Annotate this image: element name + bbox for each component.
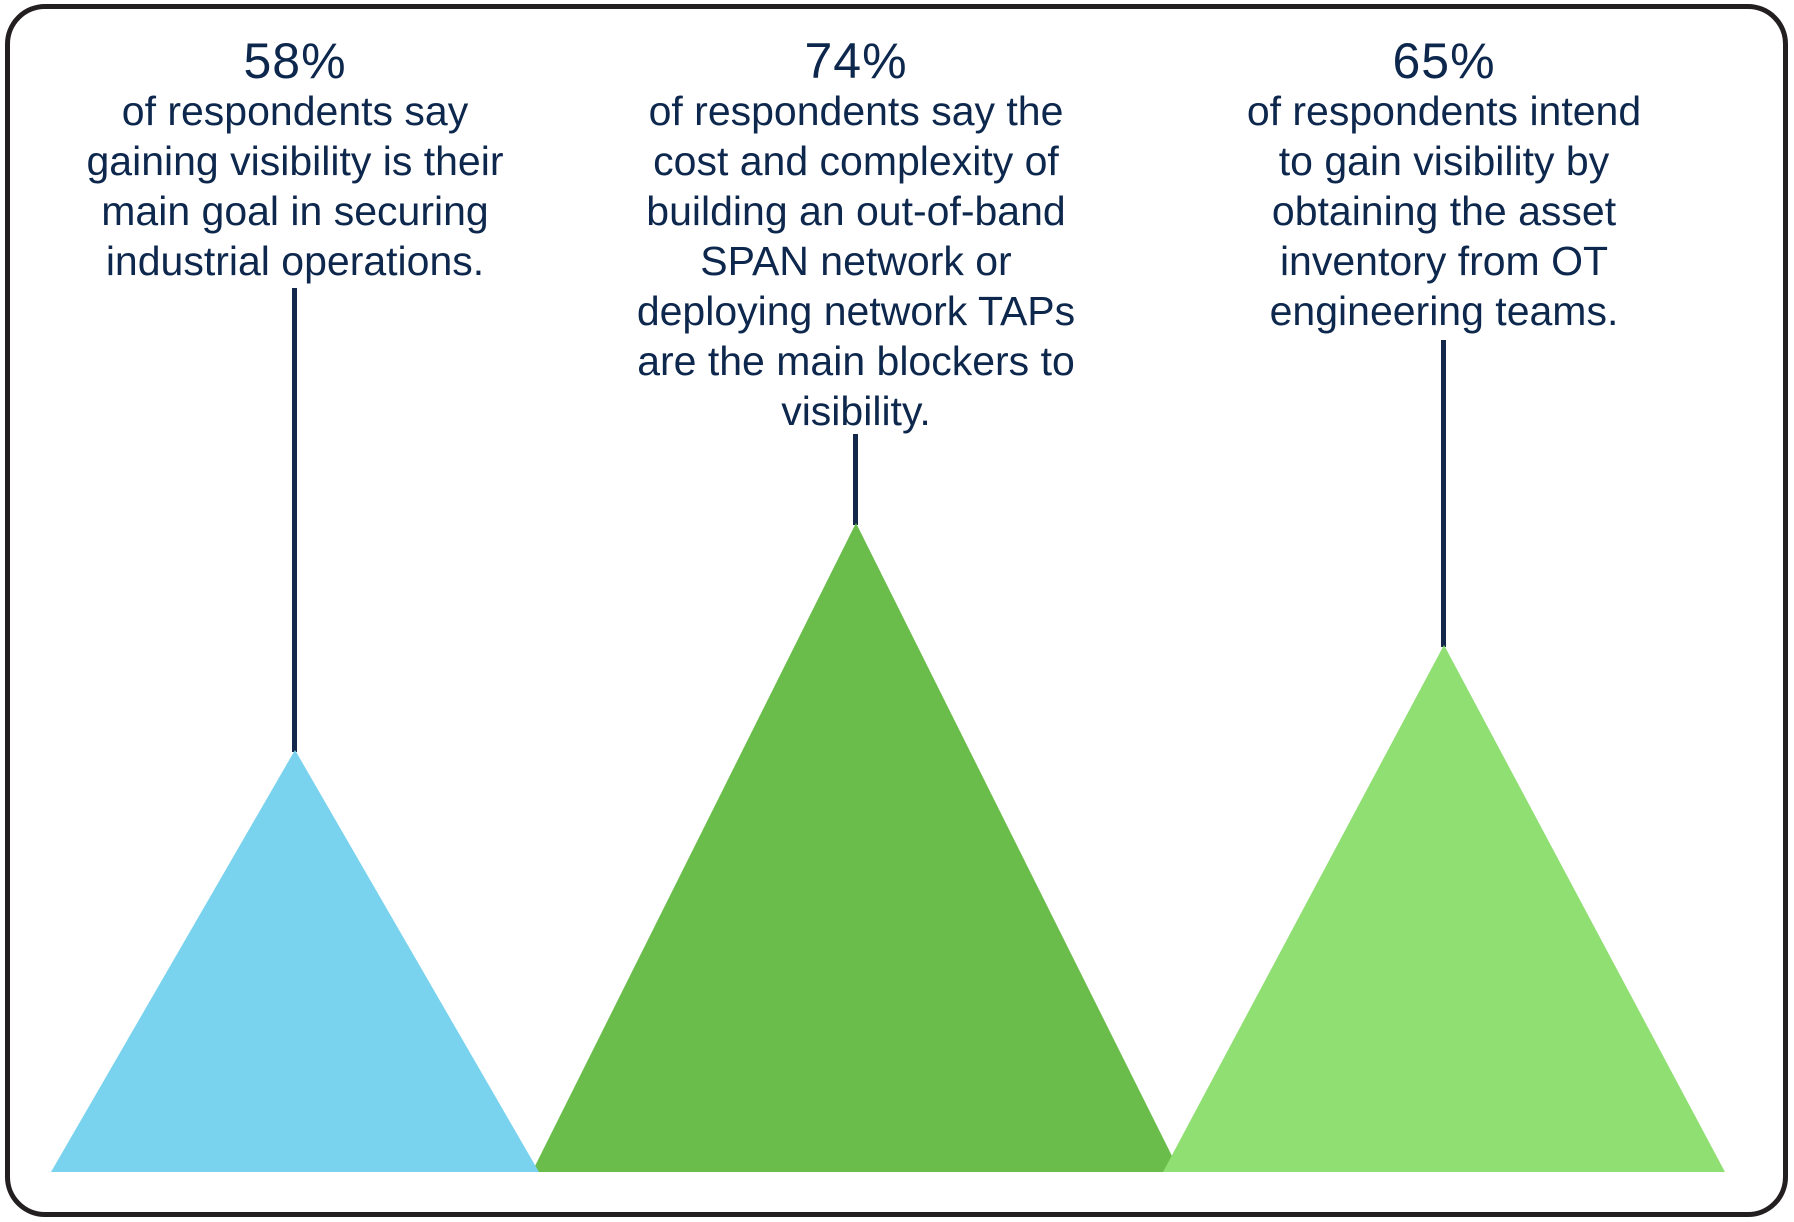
stat-description: of respondents say the cost and complexi… bbox=[546, 86, 1166, 436]
description-line: engineering teams. bbox=[1269, 288, 1619, 334]
connector-line-2 bbox=[853, 434, 858, 525]
triangle-bar-65 bbox=[1163, 645, 1725, 1172]
description-line: of respondents say the bbox=[648, 88, 1064, 134]
stat-description: of respondents say gaining visibility is… bbox=[0, 86, 605, 286]
description-line: to gain visibility by bbox=[1278, 138, 1610, 184]
description-line: inventory from OT bbox=[1279, 238, 1609, 284]
description-line: obtaining the asset bbox=[1271, 188, 1617, 234]
triangle-bar-58 bbox=[51, 750, 539, 1172]
description-line: are the main blockers to bbox=[637, 338, 1075, 384]
description-line: main goal in securing bbox=[101, 188, 489, 234]
infographic-frame bbox=[5, 4, 1788, 1217]
description-line: building an out-of-band bbox=[646, 188, 1066, 234]
stat-block-3: 65% of respondents intend to gain visibi… bbox=[1134, 0, 1754, 336]
stat-value: 65% bbox=[1392, 33, 1496, 89]
description-line: of respondents intend bbox=[1246, 88, 1642, 134]
description-line: deploying network TAPs bbox=[636, 288, 1076, 334]
connector-line-1 bbox=[292, 288, 297, 752]
stat-value: 74% bbox=[804, 33, 908, 89]
stat-block-1: 58% of respondents say gaining visibilit… bbox=[0, 0, 605, 286]
triangle-bar-74 bbox=[532, 523, 1180, 1172]
description-line: gaining visibility is their bbox=[86, 138, 504, 184]
description-line: SPAN network or bbox=[700, 238, 1012, 284]
description-line: industrial operations. bbox=[105, 238, 485, 284]
description-line: cost and complexity of bbox=[653, 138, 1059, 184]
stat-block-2: 74% of respondents say the cost and comp… bbox=[546, 0, 1166, 436]
stat-value: 58% bbox=[243, 33, 347, 89]
description-line: visibility. bbox=[781, 388, 931, 434]
description-line: of respondents say bbox=[121, 88, 469, 134]
stat-description: of respondents intend to gain visibility… bbox=[1134, 86, 1754, 336]
connector-line-3 bbox=[1441, 340, 1446, 647]
